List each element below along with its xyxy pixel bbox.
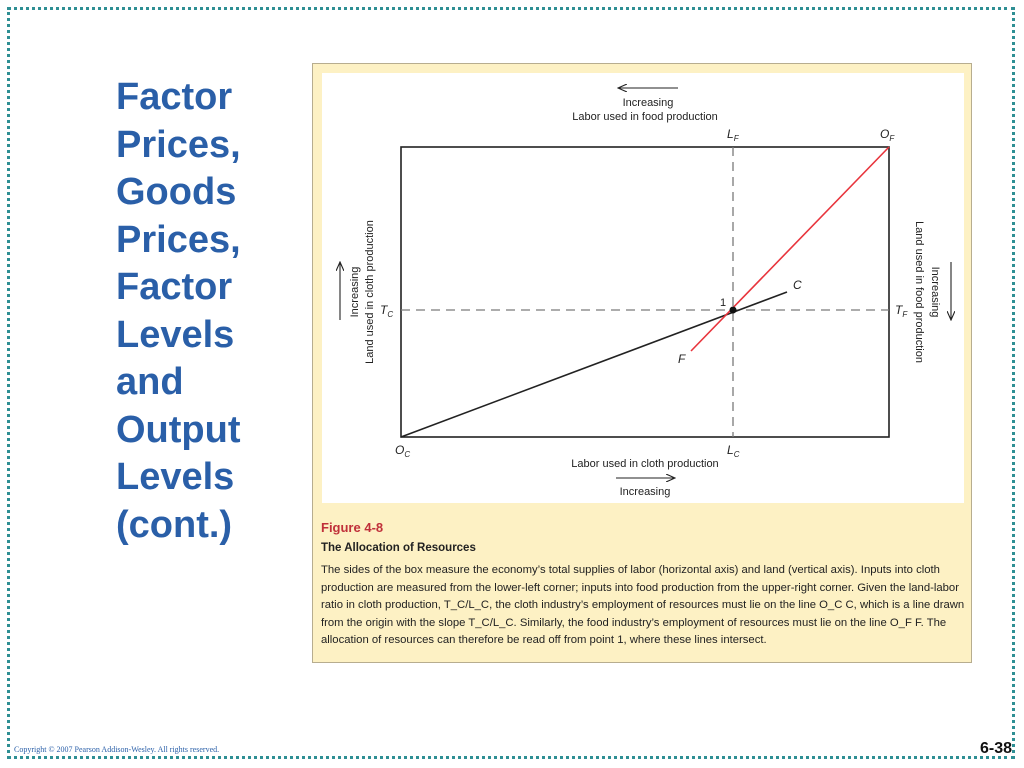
label-tc: TC bbox=[380, 303, 393, 319]
slide-border bbox=[7, 7, 1015, 759]
copyright-notice: Copyright © 2007 Pearson Addison-Wesley.… bbox=[14, 745, 220, 754]
right-increasing-label: Increasing bbox=[929, 267, 941, 318]
title-line: and bbox=[116, 361, 184, 403]
title-line: Levels bbox=[116, 313, 235, 356]
slide-title: Factor Prices, Goods Prices, Factor Leve… bbox=[116, 74, 306, 549]
title-line: Factor bbox=[116, 266, 233, 308]
diagram-area bbox=[322, 73, 964, 503]
figure-panel: Increasing Labor used in food production… bbox=[312, 63, 972, 663]
title-line: Factor bbox=[116, 76, 233, 118]
title-line: Goods bbox=[116, 171, 237, 213]
figure-heading: The Allocation of Resources bbox=[321, 542, 476, 554]
left-axis-label: Land used in cloth production bbox=[364, 220, 376, 364]
left-increasing-label: Increasing bbox=[349, 267, 361, 318]
label-tf: TF bbox=[895, 303, 908, 319]
label-c: C bbox=[793, 278, 802, 292]
allocation-box-diagram: Increasing Labor used in food production… bbox=[313, 64, 973, 498]
figure-number: Figure 4-8 bbox=[321, 520, 384, 535]
title-line: (cont.) bbox=[116, 503, 233, 546]
bottom-increasing-label: Increasing bbox=[620, 486, 671, 498]
title-line: Output bbox=[116, 408, 241, 451]
label-of: OF bbox=[880, 127, 895, 143]
cloth-line-oc-c bbox=[400, 291, 788, 438]
top-increasing-label: Increasing bbox=[623, 97, 674, 109]
slide-number: 6-38 bbox=[979, 740, 1012, 757]
title-line: Prices, bbox=[116, 218, 241, 261]
title-line: Prices, bbox=[116, 123, 241, 166]
title-line: Levels bbox=[116, 456, 235, 498]
edgeworth-box bbox=[400, 146, 890, 438]
label-lf: LF bbox=[727, 127, 740, 143]
right-axis-label: Land used in food production bbox=[913, 221, 925, 363]
label-oc: OC bbox=[395, 443, 410, 459]
intersection-point bbox=[729, 306, 737, 314]
top-axis-label: Labor used in food production bbox=[572, 111, 718, 123]
label-lc: LC bbox=[727, 443, 740, 459]
bottom-axis-label: Labor used in cloth production bbox=[571, 458, 718, 470]
figure-body: The sides of the box measure the economy… bbox=[321, 564, 965, 647]
label-f: F bbox=[678, 352, 686, 366]
point-1-label: 1 bbox=[720, 297, 726, 309]
figure-caption: Figure 4-8 The Allocation of Resources T… bbox=[321, 520, 966, 650]
food-line-of-f bbox=[690, 146, 890, 352]
